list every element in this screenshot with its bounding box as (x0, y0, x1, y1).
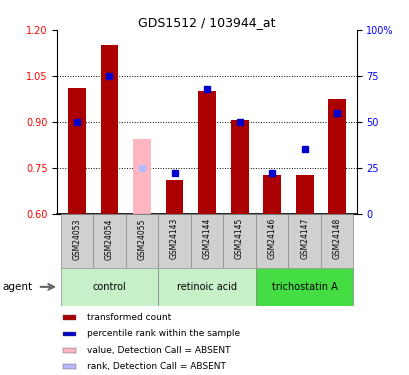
Bar (63, 364, 76, 369)
Text: trichostatin A: trichostatin A (271, 282, 337, 292)
Bar (190, 214, 223, 268)
Bar (63, 348, 76, 352)
Bar (63, 315, 76, 320)
Text: GSM24146: GSM24146 (267, 218, 276, 259)
Bar (61, 214, 93, 268)
Text: GSM24147: GSM24147 (299, 218, 308, 259)
Bar (126, 214, 158, 268)
Bar (320, 214, 353, 268)
Bar (63, 332, 76, 336)
Bar (255, 268, 353, 306)
Bar (295, 176, 313, 214)
Text: GSM24144: GSM24144 (202, 218, 211, 259)
Bar (223, 214, 255, 268)
Bar (328, 99, 345, 214)
Bar (255, 214, 288, 268)
Text: GSM24055: GSM24055 (137, 218, 146, 259)
Bar (68, 88, 85, 214)
Bar (263, 176, 281, 214)
Text: control: control (92, 282, 126, 292)
Text: value, Detection Call = ABSENT: value, Detection Call = ABSENT (87, 346, 230, 355)
Text: GSM24053: GSM24053 (72, 218, 81, 259)
Text: transformed count: transformed count (87, 313, 171, 322)
Bar (198, 91, 216, 214)
Bar (230, 120, 248, 214)
Bar (158, 268, 255, 306)
Text: retinoic acid: retinoic acid (177, 282, 236, 292)
Text: agent: agent (2, 282, 32, 292)
Text: GSM24148: GSM24148 (332, 218, 341, 259)
Text: percentile rank within the sample: percentile rank within the sample (87, 329, 240, 338)
Bar (100, 45, 118, 214)
Text: rank, Detection Call = ABSENT: rank, Detection Call = ABSENT (87, 362, 226, 371)
Bar (133, 139, 151, 214)
Bar (288, 214, 320, 268)
Title: GDS1512 / 103944_at: GDS1512 / 103944_at (138, 16, 275, 29)
Bar (61, 268, 158, 306)
Bar (93, 214, 126, 268)
Text: GSM24054: GSM24054 (105, 218, 114, 259)
Text: GSM24143: GSM24143 (170, 218, 179, 259)
Text: GSM24145: GSM24145 (234, 218, 243, 259)
Bar (158, 214, 190, 268)
Bar (165, 180, 183, 214)
